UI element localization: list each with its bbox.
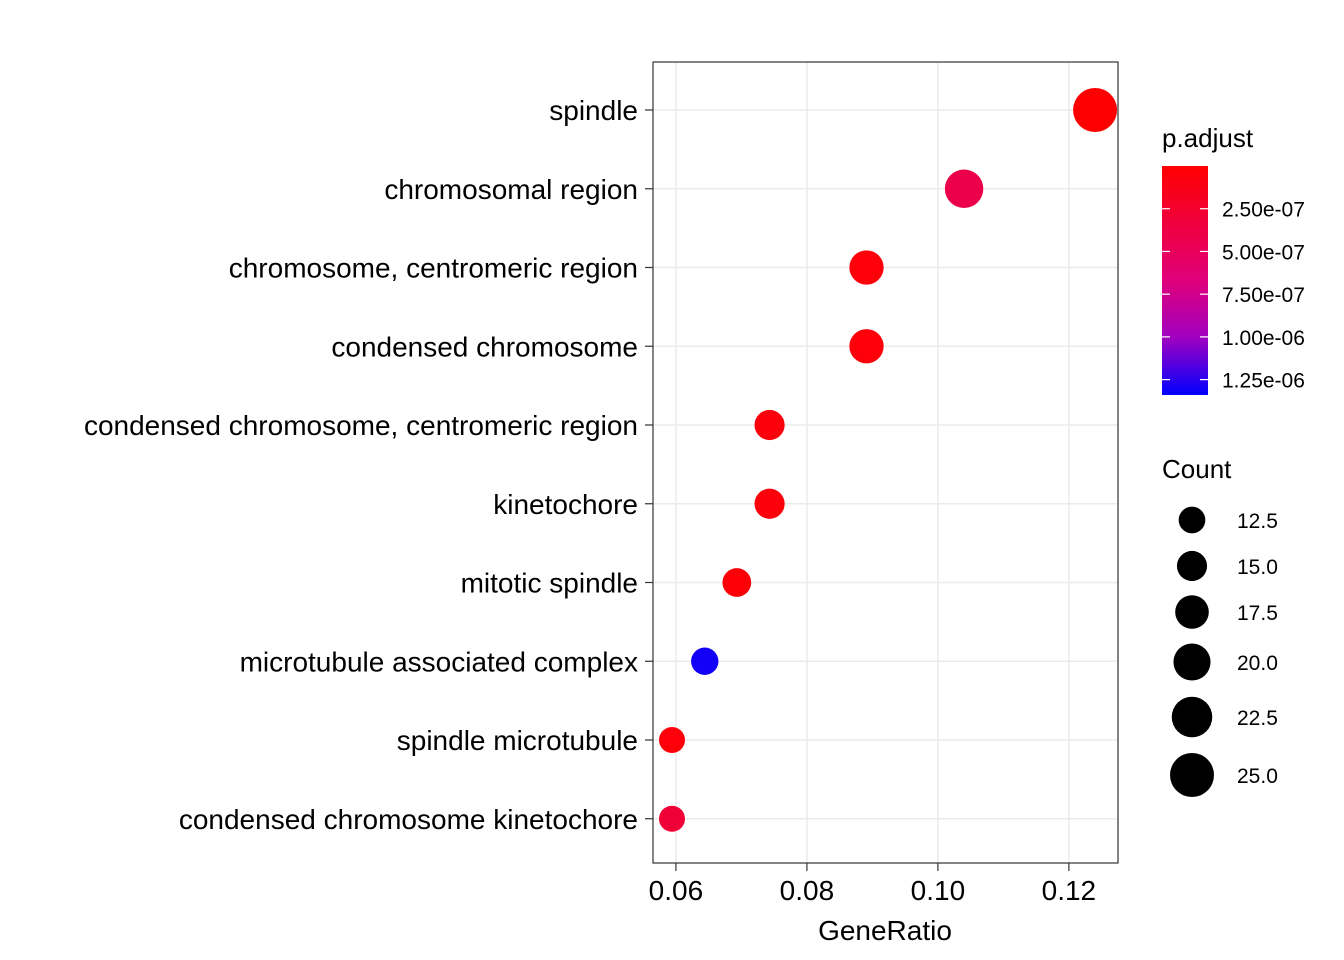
data-point [754, 409, 785, 441]
data-point [944, 169, 984, 208]
colorbar-tick-label: 5.00e-07 [1222, 241, 1305, 264]
y-tick-label: mitotic spindle [461, 568, 638, 599]
y-tick-label: condensed chromosome [331, 331, 638, 362]
y-tick-label: chromosomal region [384, 174, 638, 205]
p-adjust-colorbar [1162, 166, 1208, 395]
count-legend-key [1178, 506, 1206, 534]
y-tick-label: kinetochore [493, 489, 638, 520]
count-legend: Count 12.5 15.0 17.5 20.0 22.5 25.0 [1162, 454, 1278, 797]
data-point [658, 805, 685, 832]
y-tick-label: chromosome, centromeric region [229, 253, 638, 284]
count-legend-key [1176, 550, 1208, 582]
p-adjust-legend: p.adjust 2.50e-07 5.00e-07 7.50e-07 1.00e-0… [1162, 123, 1305, 395]
count-legend-key [1171, 696, 1213, 738]
count-legend-key [1170, 753, 1214, 797]
x-tick-label: 0.06 [649, 875, 704, 906]
y-tick-label: condensed chromosome, centromeric region [84, 410, 638, 441]
count-legend-label: 22.5 [1237, 707, 1278, 730]
x-axis-label: GeneRatio [818, 915, 952, 946]
count-legend-label: 20.0 [1237, 652, 1278, 675]
y-tick-label: microtubule associated complex [240, 646, 638, 677]
count-legend-keys: 12.5 15.0 17.5 20.0 22.5 25.0 [1170, 506, 1278, 797]
data-point [754, 488, 785, 519]
count-legend-title: Count [1162, 454, 1232, 484]
colorbar-tick-label: 2.50e-07 [1222, 199, 1305, 222]
data-points [658, 88, 1118, 832]
data-point [691, 647, 719, 675]
grid-lines [653, 62, 1118, 863]
y-tick-label: condensed chromosome kinetochore [179, 804, 638, 835]
x-tick-label: 0.12 [1042, 875, 1097, 906]
count-legend-key [1173, 643, 1211, 681]
data-point [722, 568, 752, 597]
data-point [849, 250, 884, 285]
count-legend-label: 17.5 [1237, 602, 1278, 625]
p-adjust-legend-title: p.adjust [1162, 123, 1254, 153]
colorbar-tick-label: 7.50e-07 [1222, 284, 1305, 307]
count-legend-key [1175, 595, 1209, 629]
plot-panel-border [652, 61, 1119, 864]
data-point [1073, 88, 1118, 132]
data-point [849, 329, 884, 364]
count-legend-label: 15.0 [1237, 556, 1278, 579]
y-tick-label: spindle microtubule [397, 725, 638, 756]
y-axis: spindle chromosomal region chromosome, cen… [84, 95, 653, 835]
p-adjust-colorbar-ticks: 2.50e-07 5.00e-07 7.50e-07 1.00e-06 1.25e-06 [1162, 199, 1305, 393]
data-point [658, 727, 685, 753]
y-tick-label: spindle [549, 95, 638, 126]
colorbar-tick-label: 1.00e-06 [1222, 327, 1305, 350]
colorbar-tick-label: 1.25e-06 [1222, 370, 1305, 393]
count-legend-label: 12.5 [1237, 510, 1278, 533]
x-axis: 0.06 0.08 0.10 0.12 [649, 863, 1096, 906]
x-tick-label: 0.08 [780, 875, 835, 906]
count-legend-label: 25.0 [1237, 765, 1278, 788]
x-tick-label: 0.10 [911, 875, 966, 906]
